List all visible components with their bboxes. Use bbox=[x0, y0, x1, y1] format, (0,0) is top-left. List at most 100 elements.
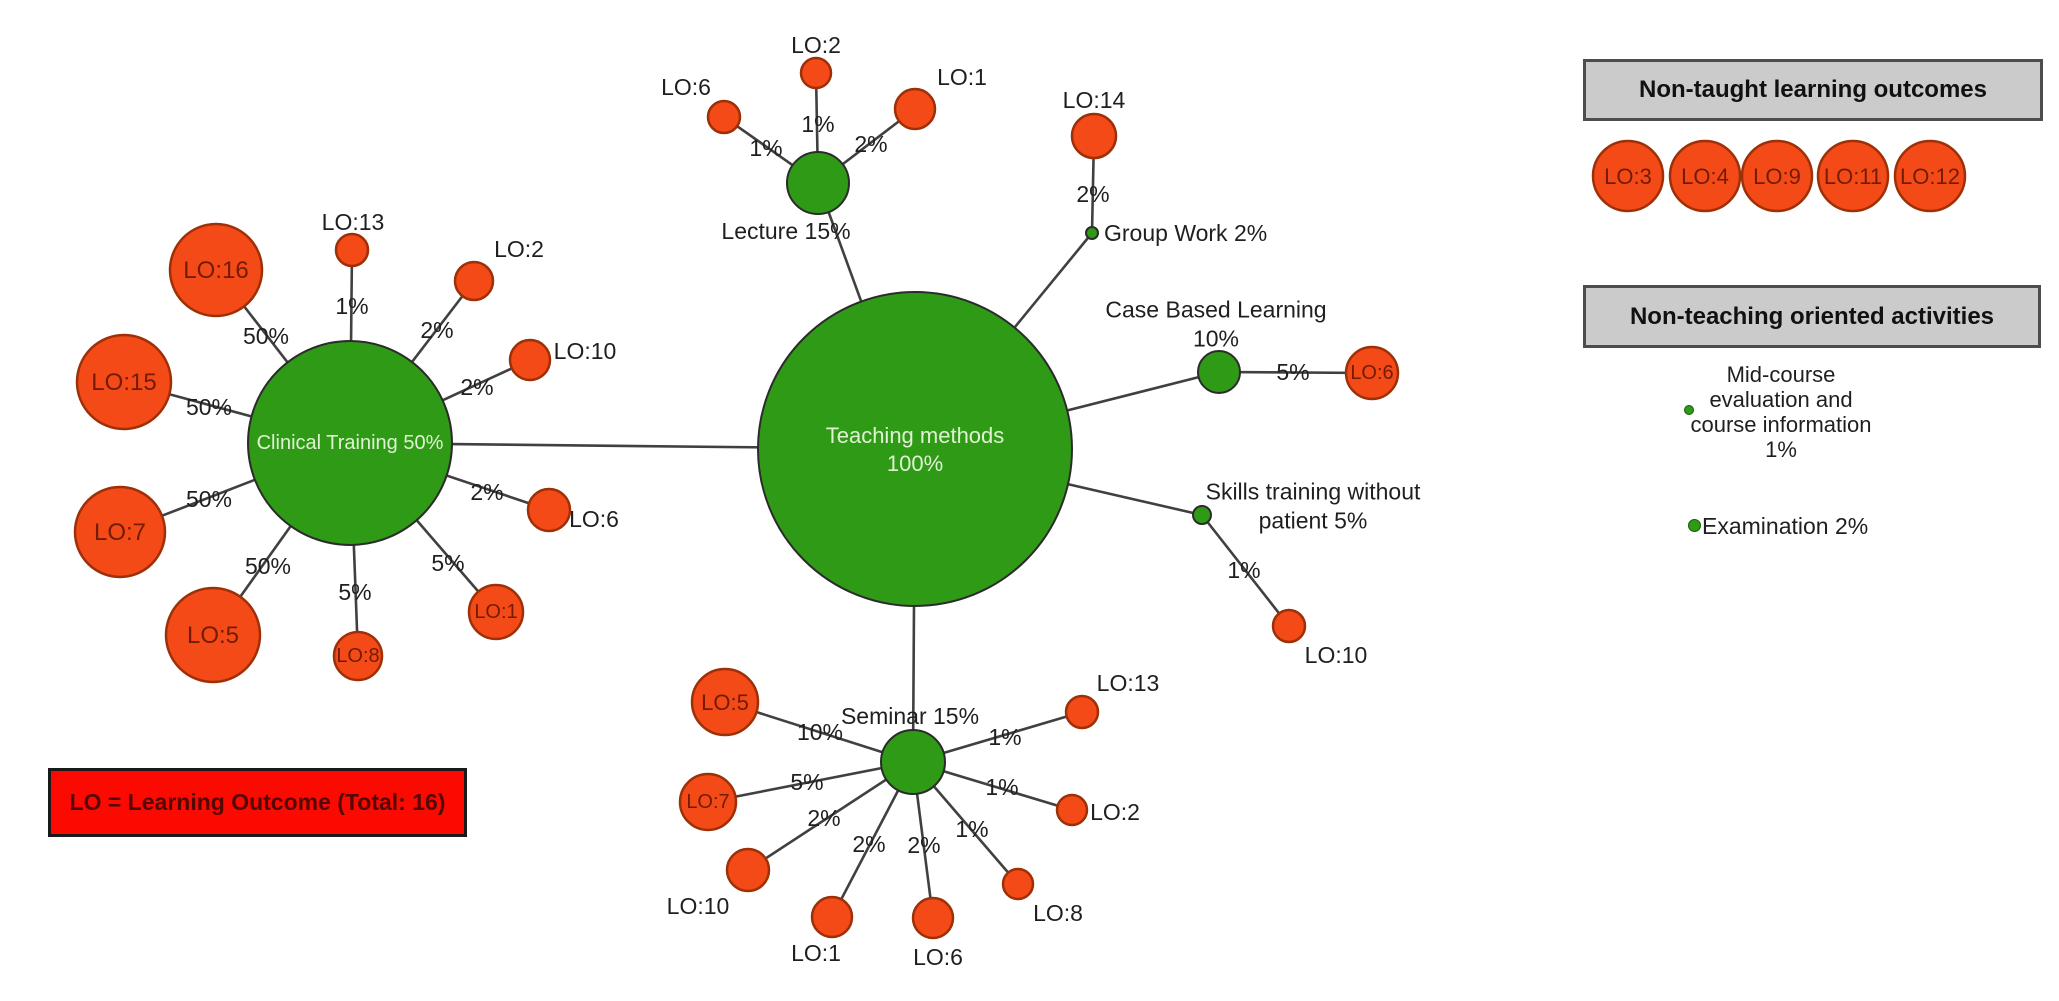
node-skills-label: Skills training without patient 5% bbox=[1206, 479, 1421, 534]
node-b6-circle bbox=[1344, 345, 1400, 401]
node-p4-label: LO:4 bbox=[1681, 164, 1729, 189]
node-l6-label: LO:6 bbox=[661, 74, 711, 100]
node-c7-label: LO:7 bbox=[94, 519, 146, 546]
node-c15-label: LO:15 bbox=[91, 369, 156, 396]
edge-label-seminar-s7: 5% bbox=[790, 769, 823, 795]
node-c10-circle bbox=[508, 338, 552, 382]
edge-label-skills-k10: 1% bbox=[1227, 557, 1260, 583]
node-seminar-label: Seminar 15% bbox=[841, 703, 979, 729]
node-s5-label: LO:5 bbox=[701, 690, 749, 715]
node-c1-circle bbox=[467, 583, 525, 641]
node-c16-circle bbox=[168, 222, 264, 318]
node-b6-label: LO:6 bbox=[1350, 362, 1393, 384]
non-teaching-activities-header: Non-teaching oriented activities bbox=[1583, 285, 2041, 348]
node-s13-label: LO:13 bbox=[1097, 670, 1160, 696]
edge-seminar-s7 bbox=[707, 760, 914, 804]
node-skills-circle bbox=[1192, 505, 1212, 525]
node-s1-label: LO:1 bbox=[791, 940, 841, 966]
midcourse-evaluation-label: Mid-course evaluation and course informa… bbox=[1690, 362, 1872, 462]
edge-label-seminar-s10: 2% bbox=[807, 805, 840, 831]
node-k10-label: LO:10 bbox=[1305, 642, 1368, 668]
edge-label-seminar-s1: 2% bbox=[852, 831, 885, 857]
edge-label-clinical-c13: 1% bbox=[335, 293, 368, 319]
node-s6-circle bbox=[911, 896, 955, 940]
midcourse-dot-icon bbox=[1684, 405, 1694, 415]
edge-label-lecture-l1: 2% bbox=[854, 131, 887, 157]
node-l2-circle bbox=[799, 56, 833, 90]
node-c10-label: LO:10 bbox=[554, 338, 617, 364]
node-c8-label: LO:8 bbox=[336, 645, 379, 667]
node-p3-label: LO:3 bbox=[1604, 164, 1652, 189]
node-gw14-label: LO:14 bbox=[1063, 87, 1126, 113]
edge-label-clinical-c10: 2% bbox=[460, 374, 493, 400]
edge-label-groupwork-gw14: 2% bbox=[1076, 181, 1109, 207]
node-p11-label: LO:11 bbox=[1824, 164, 1882, 189]
node-k10-circle bbox=[1271, 608, 1307, 644]
node-c13-label: LO:13 bbox=[322, 209, 385, 235]
node-p3-circle bbox=[1591, 139, 1665, 213]
node-c16-label: LO:16 bbox=[183, 257, 248, 284]
edge-label-clinical-c15: 50% bbox=[186, 394, 232, 420]
edge-label-seminar-s6: 2% bbox=[907, 832, 940, 858]
edge-label-clinical-c6: 2% bbox=[470, 479, 503, 505]
node-s2-label: LO:2 bbox=[1090, 799, 1140, 825]
node-s1-circle bbox=[810, 895, 854, 939]
node-lecture-circle bbox=[786, 151, 850, 215]
edge-label-seminar-s5: 10% bbox=[797, 719, 843, 745]
edge-label-clinical-c8: 5% bbox=[338, 579, 371, 605]
node-p12-label: LO:12 bbox=[1900, 164, 1960, 189]
examination-dot-icon bbox=[1688, 519, 1701, 532]
non-taught-outcomes-header: Non-taught learning outcomes bbox=[1583, 59, 2043, 121]
node-c6-circle bbox=[526, 487, 572, 533]
examination-label: Examination 2% bbox=[1702, 513, 1869, 539]
node-s6-label: LO:6 bbox=[913, 944, 963, 970]
node-c7-circle bbox=[73, 485, 167, 579]
edge-label-seminar-s8: 1% bbox=[955, 816, 988, 842]
node-teaching-label: Teaching methods 100% bbox=[826, 423, 1005, 476]
node-gw14-circle bbox=[1070, 112, 1118, 160]
edge-label-lecture-l2: 1% bbox=[801, 111, 834, 137]
node-c5-circle bbox=[164, 586, 262, 684]
node-s10-label: LO:10 bbox=[667, 893, 730, 919]
node-clinical-circle bbox=[247, 340, 453, 546]
node-p12-circle bbox=[1893, 139, 1967, 213]
edge-label-cbl-b6: 5% bbox=[1276, 359, 1309, 385]
node-c2-circle bbox=[453, 260, 495, 302]
edge-label-seminar-s2: 1% bbox=[985, 774, 1018, 800]
node-l1-circle bbox=[893, 87, 937, 131]
node-s5-circle bbox=[690, 667, 760, 737]
node-c13-circle bbox=[334, 232, 370, 268]
edge-skills-k10 bbox=[1200, 514, 1291, 627]
node-clinical-label: Clinical Training 50% bbox=[257, 432, 444, 454]
node-c2-label: LO:2 bbox=[494, 236, 544, 262]
edge-label-lecture-l6: 1% bbox=[749, 135, 782, 161]
node-cbl-label: Case Based Learning 10% bbox=[1105, 297, 1326, 352]
edge-label-clinical-c16: 50% bbox=[243, 323, 289, 349]
node-seminar-circle bbox=[880, 729, 946, 795]
node-c1-label: LO:1 bbox=[474, 601, 517, 623]
node-lecture-label: Lecture 15% bbox=[721, 218, 850, 244]
node-s10-circle bbox=[725, 847, 771, 893]
node-p4-circle bbox=[1668, 139, 1742, 213]
node-p9-label: LO:9 bbox=[1753, 164, 1801, 189]
lo-legend-box: LO = Learning Outcome (Total: 16) bbox=[48, 768, 467, 837]
node-s13-circle bbox=[1064, 694, 1100, 730]
edge-label-clinical-c7: 50% bbox=[186, 486, 232, 512]
node-groupwork-label: Group Work 2% bbox=[1104, 220, 1267, 246]
node-c15-circle bbox=[75, 333, 173, 431]
node-teaching-circle bbox=[757, 291, 1073, 607]
edge-label-clinical-c2: 2% bbox=[420, 317, 453, 343]
node-p11-circle bbox=[1816, 139, 1890, 213]
edge-label-seminar-s13: 1% bbox=[988, 724, 1021, 750]
node-cbl-circle bbox=[1197, 350, 1241, 394]
node-s8-circle bbox=[1001, 867, 1035, 901]
node-c5-label: LO:5 bbox=[187, 622, 239, 649]
node-c8-circle bbox=[332, 630, 384, 682]
edge-label-clinical-c1: 5% bbox=[431, 550, 464, 576]
node-groupwork-circle bbox=[1085, 226, 1099, 240]
node-s7-circle bbox=[678, 772, 738, 832]
node-l1-label: LO:1 bbox=[937, 64, 987, 90]
node-c6-label: LO:6 bbox=[569, 506, 619, 532]
